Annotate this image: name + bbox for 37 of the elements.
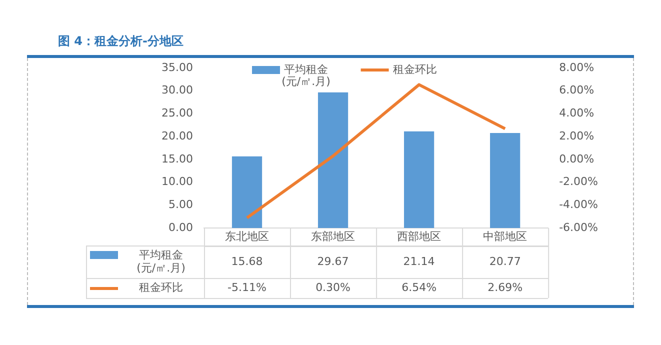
data-label: 29.67 — [317, 254, 349, 268]
bar — [490, 133, 520, 228]
y2-tick-label: 4.00% — [559, 106, 594, 120]
y-tick-label: 35.00 — [162, 60, 193, 74]
legend-label: 平均租金 (元/㎡.月) — [282, 62, 330, 88]
y2-tick-label: 0.00% — [559, 152, 594, 166]
y2-tick-label: -6.00% — [559, 220, 598, 234]
x-tick-label: 西部地区 — [397, 230, 442, 243]
data-label: 20.77 — [489, 254, 521, 268]
y-tick-label: 15.00 — [162, 152, 193, 166]
bar — [318, 92, 348, 228]
legend-label: 租金环比 — [392, 62, 437, 76]
bar — [404, 131, 434, 228]
y-tick-label: 20.00 — [162, 129, 193, 142]
y2-tick-label: 6.00% — [559, 84, 594, 97]
data-label: 2.69% — [488, 280, 523, 294]
text: 租金环比 — [139, 280, 183, 294]
y-tick-label: 30.00 — [162, 84, 193, 97]
y-tick-label: 0.00 — [168, 220, 193, 234]
y2-tick-label: -4.00% — [559, 198, 598, 211]
y-tick-label: 5.00 — [168, 198, 193, 211]
data-label: -5.11% — [228, 280, 266, 294]
y2-tick-label: 2.00% — [559, 129, 594, 142]
x-tick-label: 东部地区 — [311, 230, 356, 243]
x-tick-label: 中部地区 — [483, 230, 528, 243]
y2-tick-label: 8.00% — [559, 60, 594, 74]
data-label: 21.14 — [403, 254, 435, 268]
bar — [232, 156, 262, 228]
text: 平均租金 (元/㎡.月) — [136, 248, 186, 274]
y2-tick-label: -2.00% — [559, 175, 598, 188]
data-label: 0.30% — [316, 280, 351, 294]
y-tick-label: 25.00 — [162, 106, 193, 120]
chart-title: 图 4：租金分析-分地区 — [58, 33, 184, 50]
data-label: 15.68 — [231, 254, 263, 268]
y-tick-label: 10.00 — [162, 175, 193, 188]
x-tick-label: 东北地区 — [225, 230, 270, 243]
data-label: 6.54% — [402, 280, 437, 294]
